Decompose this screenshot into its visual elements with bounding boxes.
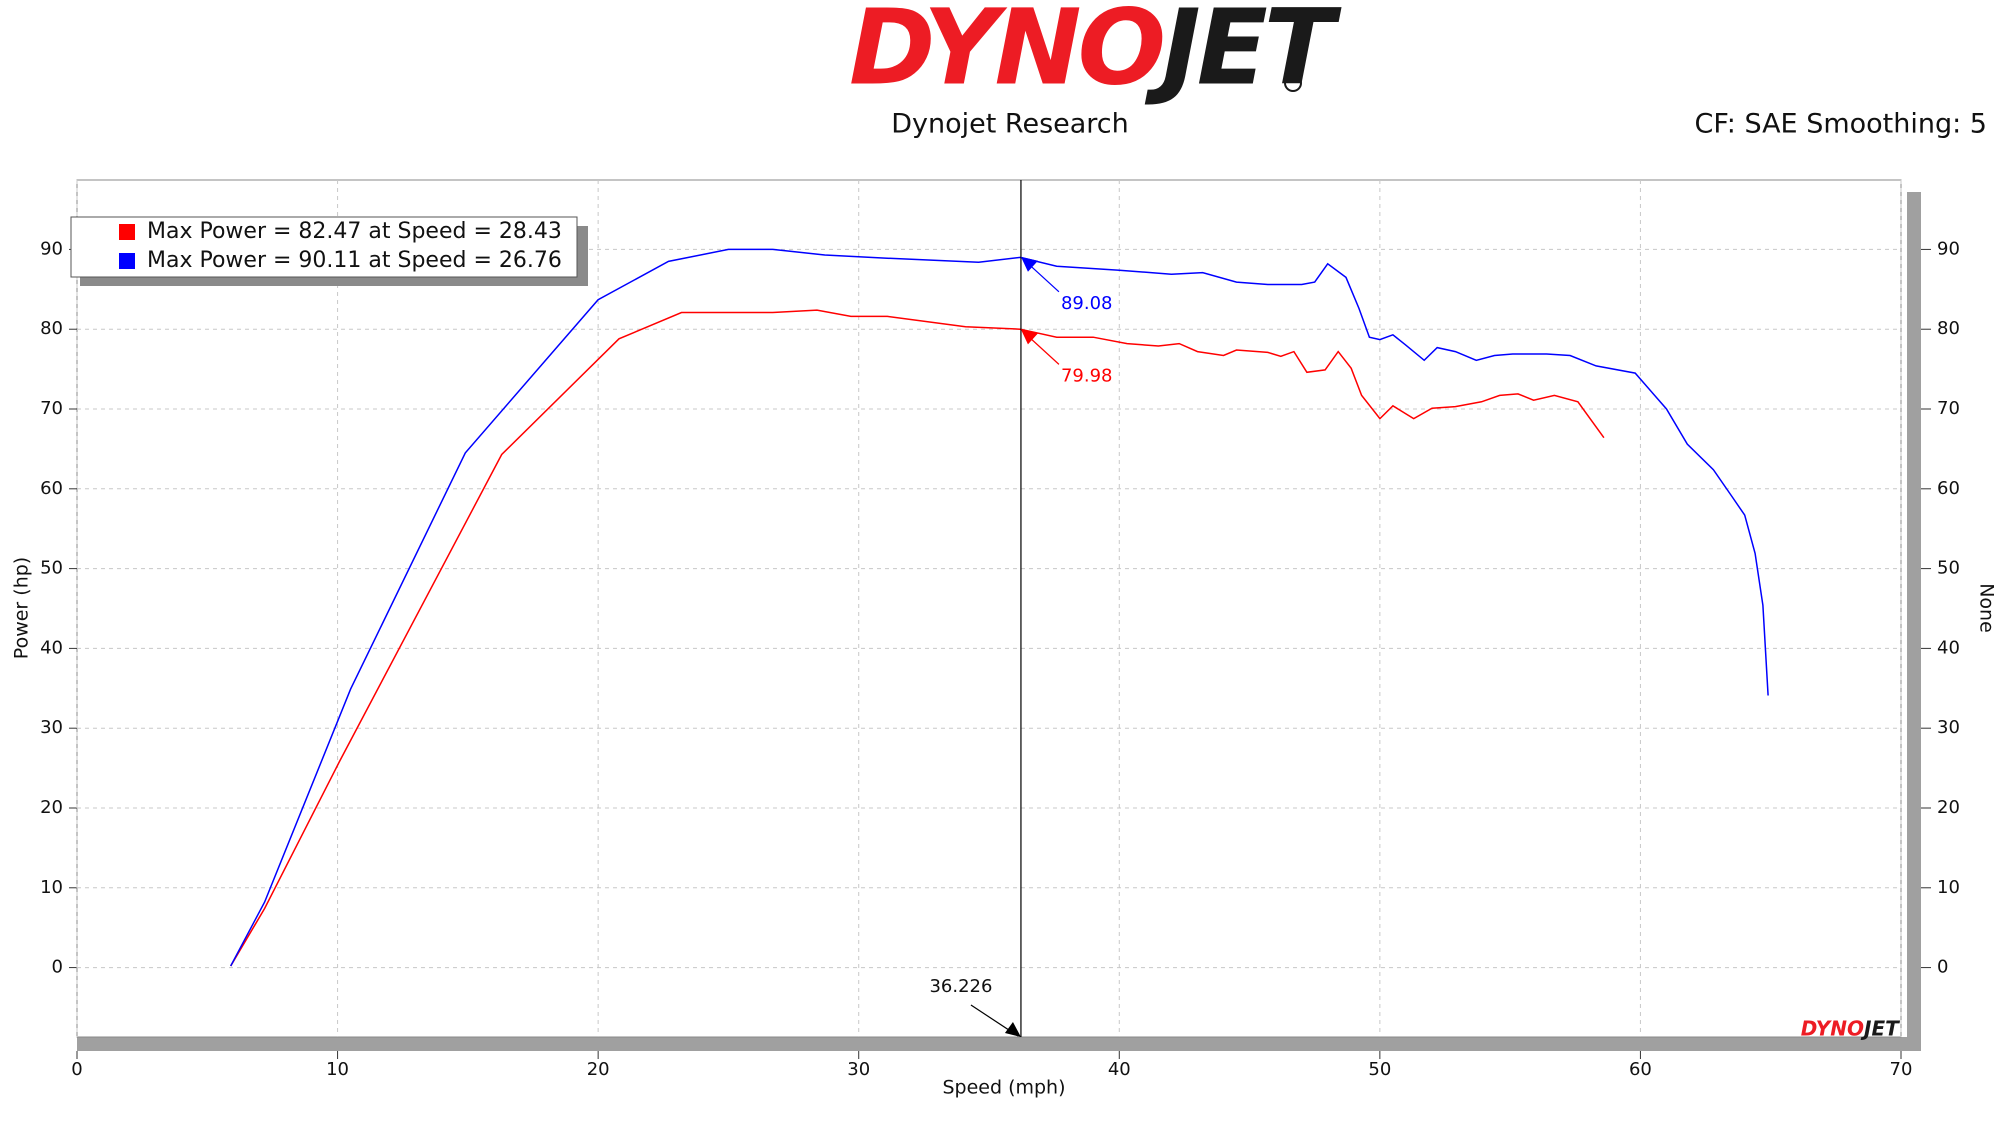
y-tick-label: 50	[40, 558, 63, 579]
x-axis-label: Speed (mph)	[942, 1077, 1065, 1099]
cursor-arrowhead	[1004, 1022, 1021, 1037]
x-tick-label: 70	[1890, 1059, 1913, 1080]
y2-tick-label: 20	[1937, 797, 1960, 818]
series-line	[230, 309, 1605, 967]
annotation-label: 89.08	[1061, 293, 1113, 314]
x-tick-label: 30	[847, 1059, 870, 1080]
x-tick-label: 50	[1368, 1059, 1391, 1080]
y2-tick-label: 30	[1937, 717, 1960, 738]
logo: DYNO JET	[849, 0, 1346, 108]
legend-label: Max Power = 82.47 at Speed = 28.43	[147, 219, 562, 244]
corner-logo-black: JET	[1860, 1017, 1900, 1041]
y-tick-label: 40	[40, 637, 63, 658]
x-tick-label: 20	[587, 1059, 610, 1080]
annotation-arrowhead	[1020, 329, 1038, 345]
y2-tick-label: 90	[1937, 238, 1960, 259]
y-tick-label: 70	[40, 398, 63, 419]
x-axis-bar	[77, 1037, 1921, 1051]
y-tick-label: 60	[40, 478, 63, 499]
y-tick-label: 30	[40, 717, 63, 738]
y-tick-label: 0	[52, 957, 63, 978]
x-tick-label: 0	[71, 1059, 82, 1080]
plot-frame	[76, 179, 1902, 1038]
legend-swatch	[119, 224, 135, 240]
y2-tick-label: 0	[1937, 957, 1948, 978]
logo-black: JET	[1144, 0, 1342, 108]
x-tick-label: 10	[326, 1059, 349, 1080]
corner-logo-red: DYNO	[1801, 1017, 1864, 1041]
legend-swatch	[119, 253, 135, 269]
y2-tick-label: 40	[1937, 637, 1960, 658]
y-tick-label: 80	[40, 318, 63, 339]
y-axis-label: Power (hp)	[11, 557, 33, 659]
x-tick-label: 40	[1108, 1059, 1131, 1080]
annotation-label: 79.98	[1061, 365, 1113, 386]
y2-tick-label: 70	[1937, 398, 1960, 419]
x-tick-label: 60	[1629, 1059, 1652, 1080]
y2-tick-label: 50	[1937, 558, 1960, 579]
legend-label: Max Power = 90.11 at Speed = 26.76	[147, 248, 562, 273]
y2-axis-label: None	[1976, 583, 1998, 633]
y2-axis-bar	[1907, 192, 1921, 1051]
y2-tick-label: 80	[1937, 318, 1960, 339]
series-line	[230, 248, 1769, 967]
y-tick-label: 10	[40, 877, 63, 898]
y2-tick-label: 10	[1937, 877, 1960, 898]
chart-subtitle: CF: SAE Smoothing: 5	[1694, 109, 1987, 140]
logo-red: DYNO	[849, 0, 1163, 108]
y-tick-label: 20	[40, 797, 63, 818]
legend-box	[70, 216, 578, 278]
registered-mark	[1284, 74, 1302, 92]
chart-title: Dynojet Research	[891, 109, 1129, 140]
cursor-label: 36.226	[929, 976, 992, 997]
annotation-arrowhead	[1020, 256, 1038, 272]
y2-tick-label: 60	[1937, 478, 1960, 499]
y-tick-label: 90	[40, 238, 63, 259]
